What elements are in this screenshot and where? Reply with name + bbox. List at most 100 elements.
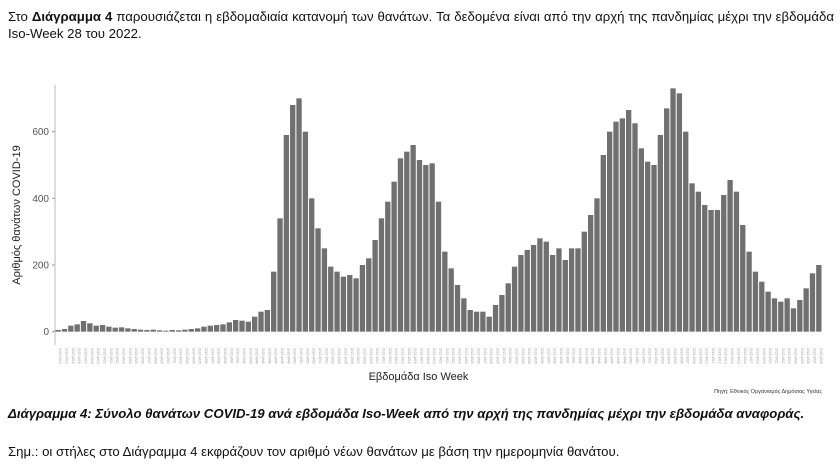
x-tick-label: 2021-W07	[356, 348, 360, 364]
bar	[416, 160, 423, 332]
x-tick-label: 2021-W10	[375, 348, 379, 364]
x-tick-label: 2021-W08	[362, 348, 366, 364]
bar	[277, 218, 283, 332]
bar	[378, 218, 385, 332]
x-tick-label: 2021-W01	[318, 348, 322, 364]
x-tick-label: 2021-W25	[470, 348, 474, 364]
x-tick-label: 2022-W06	[679, 348, 683, 364]
x-tick-label: 2020-W22	[115, 348, 119, 364]
x-tick-label: 2021-W27	[483, 348, 487, 364]
x-tick-label: 2021-W16	[413, 348, 417, 364]
x-tick-label: 2020-W31	[172, 348, 176, 364]
bar	[118, 327, 125, 332]
bar	[511, 266, 518, 332]
x-tick-label: 2022-W08	[692, 348, 696, 364]
bar	[568, 248, 575, 332]
bar	[404, 151, 410, 332]
bar	[809, 273, 816, 332]
bar	[188, 329, 194, 332]
x-tick-label: 2021-W52	[641, 348, 645, 364]
x-tick-label: 2022-W26	[806, 348, 810, 364]
x-tick-label: 2022-W10	[705, 348, 709, 364]
x-tick-label: 2020-W21	[109, 348, 113, 364]
bar	[480, 311, 486, 332]
x-tick-label: 2022-W22	[781, 348, 785, 364]
x-tick-label: 2021-W03	[331, 348, 335, 364]
x-tick-label: 2020-W48	[280, 348, 284, 364]
x-tick-label: 2020-W53	[312, 348, 316, 364]
y-tick-label: 600	[32, 127, 49, 138]
bar	[651, 165, 657, 332]
x-tick-label: 2020-W40	[229, 348, 233, 364]
x-tick-label: 2020-W30	[166, 348, 170, 364]
bar	[670, 88, 676, 332]
x-tick-label: 2021-W21	[445, 348, 449, 364]
x-tick-label: 2021-W49	[622, 348, 626, 364]
bar	[638, 148, 645, 332]
bar	[87, 323, 93, 332]
bar	[556, 248, 562, 332]
bar	[207, 325, 213, 332]
bar	[334, 271, 340, 332]
x-tick-label: 2021-W48	[616, 348, 620, 364]
bar	[93, 325, 99, 332]
bar	[587, 215, 594, 332]
x-tick-label: 2020-W32	[179, 348, 183, 364]
bar	[150, 329, 156, 332]
x-tick-label: 2021-W40	[565, 348, 569, 364]
bar	[537, 238, 543, 332]
bar	[163, 330, 169, 332]
bar	[746, 251, 752, 332]
bar	[340, 276, 347, 332]
x-tick-label: 2021-W39	[559, 348, 563, 364]
bar	[626, 110, 632, 332]
bar	[727, 180, 733, 332]
bar	[182, 329, 188, 332]
x-tick-label: 2022-W18	[755, 348, 759, 364]
bar	[201, 326, 207, 332]
x-tick-label: 2021-W28	[489, 348, 493, 364]
bar	[410, 145, 416, 332]
x-tick-label: 2021-W45	[597, 348, 601, 364]
x-tick-label: 2020-W28	[153, 348, 157, 364]
bar	[486, 316, 492, 332]
x-tick-label: 2021-W32	[515, 348, 519, 364]
bar	[778, 301, 784, 332]
x-tick-label: 2020-W39	[223, 348, 227, 364]
caption: Διάγραμμα 4: Σύνολο θανάτων COVID-19 ανά…	[8, 406, 805, 421]
bar	[581, 231, 587, 332]
bar	[106, 326, 112, 332]
x-tick-label: 2022-W09	[698, 348, 702, 364]
bar	[549, 255, 556, 332]
source: Πηγή: Εθνικός Οργανισμός Δημόσιας Υγείας	[714, 388, 822, 395]
x-tick-label: 2022-W20	[768, 348, 772, 364]
bar	[600, 155, 606, 332]
bar	[664, 108, 670, 332]
x-tick-label: 2020-W23	[122, 348, 126, 364]
bar	[708, 210, 714, 332]
bar	[169, 330, 175, 332]
x-tick-label: 2021-W12	[388, 348, 392, 364]
bar	[435, 201, 442, 332]
bar	[245, 321, 251, 332]
bar	[518, 255, 524, 332]
bar	[156, 330, 163, 332]
bar	[740, 225, 746, 332]
x-tick-label: 2021-W31	[508, 348, 512, 364]
bar	[74, 324, 80, 332]
x-tick-label: 2021-W42	[578, 348, 582, 364]
bar	[353, 278, 359, 332]
bar	[366, 258, 372, 332]
x-tick-label: 2020-W19	[96, 348, 100, 364]
x-tick-label: 2021-W11	[381, 348, 385, 364]
x-tick-label: 2020-W33	[185, 348, 189, 364]
bar	[543, 241, 549, 332]
bar	[461, 298, 467, 332]
x-tick-label: 2020-W17	[84, 348, 88, 364]
bar	[429, 163, 435, 332]
bar	[239, 320, 245, 332]
bar	[296, 98, 302, 332]
bar	[530, 245, 537, 332]
bar	[226, 322, 232, 332]
